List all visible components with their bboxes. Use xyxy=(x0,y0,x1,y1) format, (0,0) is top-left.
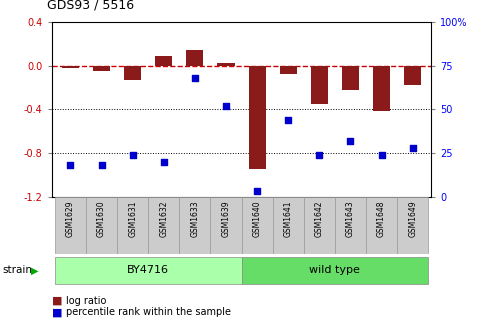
FancyBboxPatch shape xyxy=(304,197,335,254)
Text: GSM1648: GSM1648 xyxy=(377,201,386,237)
Text: GSM1639: GSM1639 xyxy=(221,201,231,237)
Bar xyxy=(62,66,79,68)
Bar xyxy=(280,66,297,74)
Text: GSM1641: GSM1641 xyxy=(284,201,293,237)
Text: GSM1640: GSM1640 xyxy=(252,201,262,237)
Point xyxy=(378,152,386,157)
Text: wild type: wild type xyxy=(310,265,360,275)
Text: GSM1631: GSM1631 xyxy=(128,201,137,237)
Text: BY4716: BY4716 xyxy=(127,265,169,275)
Point xyxy=(316,152,323,157)
Text: GSM1629: GSM1629 xyxy=(66,201,75,237)
Point xyxy=(347,138,354,143)
Bar xyxy=(93,66,110,71)
FancyBboxPatch shape xyxy=(335,197,366,254)
Text: GDS93 / 5516: GDS93 / 5516 xyxy=(47,0,134,12)
FancyBboxPatch shape xyxy=(179,197,211,254)
Bar xyxy=(248,66,266,169)
Bar xyxy=(186,50,204,66)
Text: GSM1633: GSM1633 xyxy=(190,201,199,237)
Point xyxy=(222,103,230,109)
Bar xyxy=(342,66,359,89)
Text: log ratio: log ratio xyxy=(66,296,106,306)
Text: GSM1630: GSM1630 xyxy=(97,201,106,237)
Bar xyxy=(373,66,390,112)
FancyBboxPatch shape xyxy=(55,197,86,254)
FancyBboxPatch shape xyxy=(242,257,428,284)
Point xyxy=(129,152,137,157)
FancyBboxPatch shape xyxy=(397,197,428,254)
FancyBboxPatch shape xyxy=(117,197,148,254)
FancyBboxPatch shape xyxy=(148,197,179,254)
Point xyxy=(160,159,168,164)
Bar xyxy=(217,63,235,66)
Bar xyxy=(155,56,173,66)
Bar xyxy=(124,66,141,80)
Text: ■: ■ xyxy=(52,307,62,318)
Text: GSM1643: GSM1643 xyxy=(346,201,355,237)
Bar xyxy=(311,66,328,104)
FancyBboxPatch shape xyxy=(242,197,273,254)
Point xyxy=(67,162,74,168)
Text: ▶: ▶ xyxy=(31,265,38,276)
Point xyxy=(409,145,417,150)
Text: strain: strain xyxy=(2,265,33,276)
FancyBboxPatch shape xyxy=(86,197,117,254)
FancyBboxPatch shape xyxy=(366,197,397,254)
Text: GSM1649: GSM1649 xyxy=(408,201,417,237)
Point xyxy=(191,75,199,80)
Point xyxy=(284,117,292,122)
FancyBboxPatch shape xyxy=(55,257,242,284)
Text: GSM1632: GSM1632 xyxy=(159,201,168,237)
Text: percentile rank within the sample: percentile rank within the sample xyxy=(66,307,231,318)
Bar xyxy=(404,66,421,85)
FancyBboxPatch shape xyxy=(211,197,242,254)
Text: GSM1642: GSM1642 xyxy=(315,201,324,237)
FancyBboxPatch shape xyxy=(273,197,304,254)
Text: ■: ■ xyxy=(52,296,62,306)
Point xyxy=(98,162,106,168)
Point xyxy=(253,188,261,194)
